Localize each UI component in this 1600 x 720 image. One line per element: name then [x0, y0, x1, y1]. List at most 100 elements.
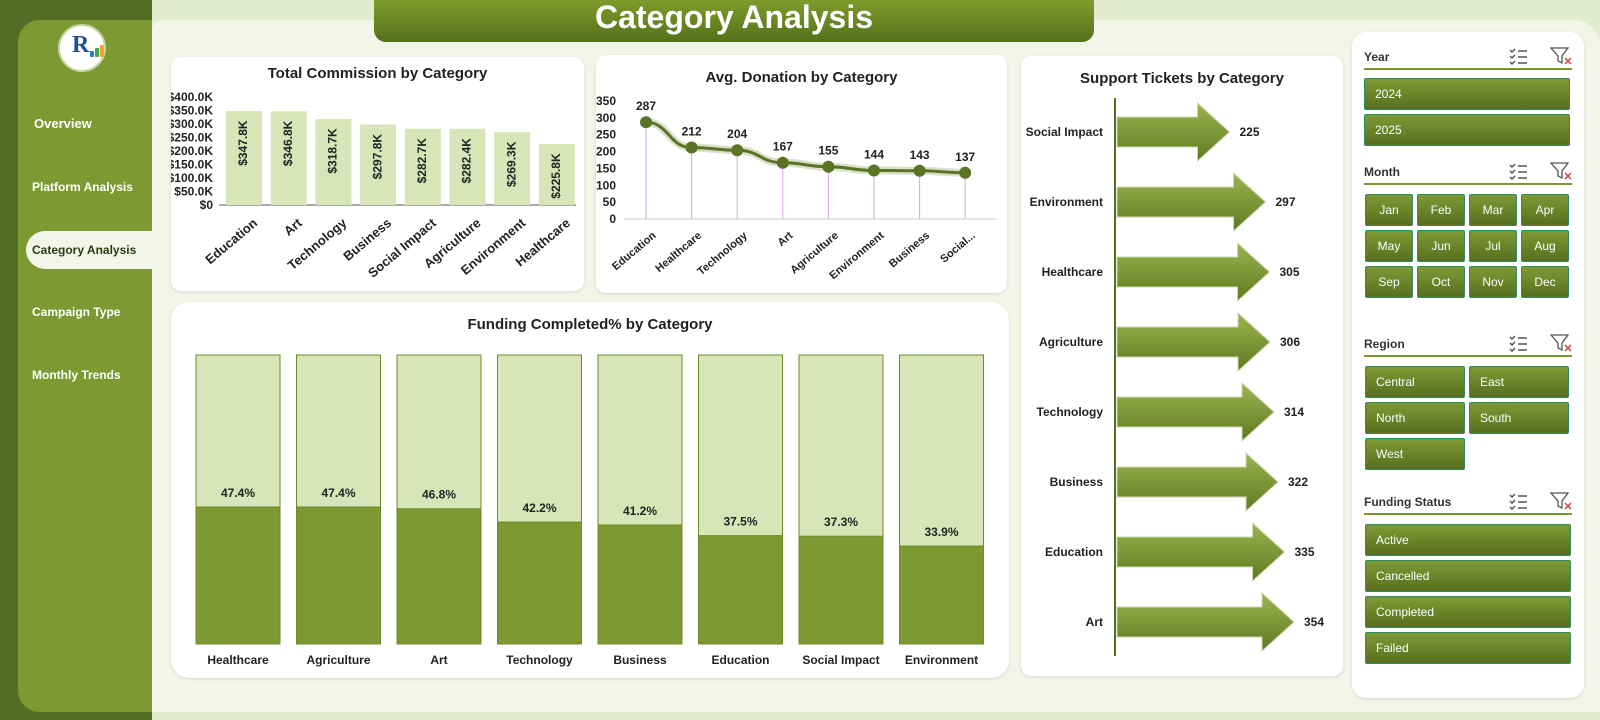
x-tick-label: Social Impact: [802, 653, 879, 667]
nav-overview[interactable]: Overview: [34, 115, 92, 131]
multi-select-icon[interactable]: [1508, 333, 1528, 353]
data-label: $318.7K: [326, 128, 340, 174]
year-option-2025[interactable]: 2025: [1364, 114, 1570, 146]
data-label: 314: [1284, 405, 1304, 419]
data-label: $297.8K: [370, 134, 384, 180]
ticket-arrow-bar: [1116, 591, 1295, 653]
funding-completed-bar: [497, 521, 582, 645]
funding-completed-bar: [597, 524, 683, 645]
multi-select-icon[interactable]: [1508, 491, 1528, 511]
x-tick-label: Environment: [905, 653, 978, 667]
data-label: 37.3%: [824, 515, 858, 529]
region-option-central[interactable]: Central: [1365, 366, 1465, 398]
y-tick-label: $250.0K: [171, 131, 213, 145]
funding-completed-title: Funding Completed% by Category: [467, 316, 713, 333]
funding-completed-bar: [798, 535, 884, 645]
data-label: $347.8K: [236, 120, 250, 166]
status-option-failed[interactable]: Failed: [1365, 632, 1571, 664]
month-option-nov[interactable]: Nov: [1469, 266, 1517, 298]
year-option-2024[interactable]: 2024: [1364, 78, 1570, 110]
y-tick-label: $400.0K: [171, 90, 213, 104]
status-option-cancelled[interactable]: Cancelled: [1365, 560, 1571, 592]
funding-completed-chart: 47.4% Healthcare 47.4% Agriculture 46.8% Art 4…: [195, 354, 984, 667]
nav-platform-analysis[interactable]: Platform Analysis: [32, 180, 133, 194]
y-tick-label: $350.0K: [171, 104, 213, 118]
region-option-north[interactable]: North: [1365, 402, 1465, 434]
month-option-jun[interactable]: Jun: [1417, 230, 1465, 262]
nav-campaign-type[interactable]: Campaign Type: [32, 305, 121, 319]
status-slicer-header: Funding Status: [1364, 489, 1572, 515]
status-option-active[interactable]: Active: [1365, 524, 1571, 556]
month-option-dec[interactable]: Dec: [1521, 266, 1569, 298]
month-option-aug[interactable]: Aug: [1521, 230, 1569, 262]
x-tick-label: Education: [202, 215, 260, 267]
data-point: [959, 166, 972, 179]
region-option-south[interactable]: South: [1469, 402, 1569, 434]
support-tickets-card: Support Tickets by Category Social Impac…: [1021, 56, 1343, 676]
x-tick-label: Healthcare: [207, 653, 269, 667]
multi-select-icon[interactable]: [1508, 46, 1528, 66]
month-slicer-title: Month: [1364, 165, 1400, 179]
clear-filter-icon[interactable]: [1550, 491, 1572, 511]
page-title: Category Analysis: [374, 0, 1094, 42]
y-tick-label: Environment: [1030, 195, 1103, 209]
commission-chart-title: Total Commission by Category: [267, 65, 488, 82]
funding-completed-bar: [698, 535, 783, 645]
y-tick-label: $0: [200, 198, 214, 212]
commission-bar: [449, 128, 486, 205]
nav-category-analysis[interactable]: Category Analysis: [26, 231, 154, 269]
commission-bar: [538, 144, 575, 205]
funding-completed-card: Funding Completed% by Category 47.4% Heal…: [171, 302, 1009, 678]
ticket-arrow-bar: [1116, 171, 1267, 233]
data-label: 33.9%: [924, 525, 958, 539]
month-option-sep[interactable]: Sep: [1365, 266, 1413, 298]
data-label: $225.8K: [549, 153, 563, 199]
status-option-completed[interactable]: Completed: [1365, 596, 1571, 628]
region-option-east[interactable]: East: [1469, 366, 1569, 398]
nav-monthly-trends[interactable]: Monthly Trends: [32, 368, 121, 382]
data-point: [685, 141, 698, 154]
month-option-mar[interactable]: Mar: [1469, 194, 1517, 226]
commission-bar: [315, 118, 352, 205]
ticket-arrow-bar: [1116, 101, 1231, 163]
year-slicer-title: Year: [1364, 50, 1390, 64]
x-tick-label: Art: [430, 653, 447, 667]
ticket-arrow-bar: [1116, 521, 1286, 583]
clear-filter-icon[interactable]: [1550, 46, 1572, 66]
month-option-oct[interactable]: Oct: [1417, 266, 1465, 298]
commission-bar: [226, 111, 262, 205]
month-option-apr[interactable]: Apr: [1521, 194, 1569, 226]
y-tick-label: 100: [596, 178, 616, 192]
region-option-west[interactable]: West: [1365, 438, 1465, 470]
month-option-jan[interactable]: Jan: [1365, 194, 1413, 226]
data-label: 305: [1279, 265, 1299, 279]
y-tick-label: $150.0K: [171, 158, 213, 172]
y-tick-label: $50.0K: [174, 185, 213, 199]
region-slicer-header: Region: [1364, 331, 1572, 357]
data-point: [776, 156, 789, 169]
commission-bar: [270, 111, 307, 205]
x-tick-label: Agriculture: [306, 653, 370, 667]
multi-select-icon[interactable]: [1508, 161, 1528, 181]
data-label: 322: [1288, 475, 1308, 489]
clear-filter-icon[interactable]: [1550, 161, 1572, 181]
x-tick-label: Business: [887, 230, 932, 271]
ticket-arrow-bar: [1116, 311, 1271, 373]
support-tickets-title: Support Tickets by Category: [1080, 70, 1284, 87]
support-tickets-chart: Social Impact 225 Environment 297 Healthcare…: [1026, 98, 1324, 656]
data-point: [822, 160, 835, 173]
logo: R: [58, 24, 106, 72]
month-option-may[interactable]: May: [1365, 230, 1413, 262]
month-option-feb[interactable]: Feb: [1417, 194, 1465, 226]
ticket-arrow-bar: [1116, 381, 1275, 443]
y-tick-label: 350: [596, 94, 616, 108]
month-option-jul[interactable]: Jul: [1469, 230, 1517, 262]
funding-completed-bar: [296, 506, 381, 645]
data-label: 354: [1304, 615, 1324, 629]
region-slicer-title: Region: [1364, 337, 1405, 351]
y-tick-label: Social Impact: [1026, 125, 1103, 139]
year-slicer-header: Year: [1364, 44, 1572, 70]
commission-bar: [494, 132, 531, 205]
y-tick-label: Healthcare: [1042, 265, 1104, 279]
clear-filter-icon[interactable]: [1550, 333, 1572, 353]
